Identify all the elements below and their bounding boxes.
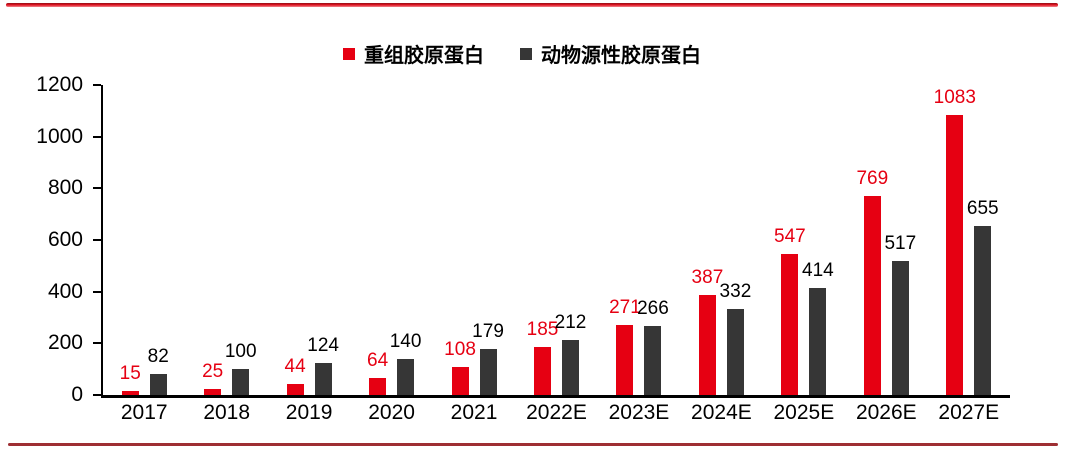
- value-label-recombinant: 64: [367, 350, 389, 372]
- bar-animal-collagen: [726, 309, 744, 395]
- x-axis-label: 2017: [120, 401, 168, 424]
- y-axis-tick-mark: [93, 394, 101, 396]
- y-axis-line: [101, 85, 103, 395]
- bar-animal-collagen: [974, 225, 992, 395]
- value-label-recombinant: 108: [444, 339, 476, 361]
- chart-legend: 重组胶原蛋白 动物源性胶原蛋白: [0, 39, 1062, 68]
- bar-animal-collagen: [479, 348, 497, 395]
- value-label-animal: 212: [554, 312, 587, 334]
- value-label-recombinant: 15: [119, 363, 141, 385]
- value-label-recombinant: 387: [691, 267, 724, 289]
- value-label-animal: 140: [389, 330, 422, 352]
- value-label-animal: 266: [637, 298, 669, 320]
- x-axis-label: 2023E: [608, 401, 670, 424]
- x-axis-label: 2018: [203, 401, 251, 424]
- value-label-animal: 100: [224, 341, 257, 363]
- legend-swatch-red-icon: [343, 47, 355, 60]
- bar-recombinant-collagen: [286, 383, 304, 395]
- bar-recombinant-collagen: [369, 378, 387, 395]
- x-axis-label: 2022E: [526, 401, 587, 424]
- bar-animal-collagen: [891, 261, 909, 395]
- x-axis-label: 2024E: [691, 401, 752, 424]
- y-axis-tick-mark: [93, 290, 101, 293]
- top-divider-line: [6, 3, 1058, 7]
- bar-recombinant-collagen: [863, 196, 881, 395]
- value-label-recombinant: 185: [526, 319, 559, 341]
- y-axis-tick-label: 800: [47, 176, 83, 200]
- legend-label-animal-collagen: 动物源性胶原蛋白: [541, 45, 701, 67]
- x-axis-label: 2021: [450, 401, 498, 424]
- x-axis-label: 2025E: [773, 401, 835, 424]
- value-label-animal: 332: [719, 281, 752, 303]
- bar-animal-collagen: [562, 340, 579, 395]
- legend-item-animal-collagen: 动物源性胶原蛋白: [520, 39, 701, 68]
- value-label-recombinant: 271: [609, 297, 641, 318]
- value-label-recombinant: 769: [856, 168, 889, 190]
- value-label-animal: 82: [147, 345, 169, 367]
- bar-recombinant-collagen: [204, 388, 222, 395]
- y-axis-tick-mark: [93, 239, 101, 241]
- y-axis-tick-mark: [93, 342, 101, 345]
- x-axis-label: 2019: [285, 401, 333, 424]
- y-axis-tick-label: 400: [47, 279, 83, 303]
- value-label-animal: 414: [802, 260, 834, 282]
- x-axis-label: 2026E: [855, 401, 917, 424]
- bottom-divider-line: [8, 443, 1058, 446]
- value-label-recombinant: 547: [774, 225, 806, 247]
- value-label-animal: 179: [472, 320, 504, 342]
- y-axis-tick-mark: [93, 187, 101, 190]
- value-label-recombinant: 25: [202, 360, 224, 382]
- bar-recombinant-collagen: [616, 325, 634, 395]
- y-axis-tick-label: 600: [47, 228, 83, 251]
- bar-recombinant-collagen: [781, 253, 799, 395]
- value-label-recombinant: 1083: [933, 87, 976, 109]
- y-axis-tick-label: 200: [47, 331, 83, 355]
- y-axis-tick-label: 1000: [36, 124, 83, 148]
- bar-recombinant-collagen: [534, 347, 551, 395]
- y-axis-tick-label: 0: [71, 383, 83, 406]
- legend-label-recombinant-collagen: 重组胶原蛋白: [364, 45, 484, 67]
- bar-recombinant-collagen: [698, 295, 716, 395]
- bar-recombinant-collagen: [946, 115, 964, 395]
- bar-animal-collagen: [314, 362, 332, 395]
- value-label-recombinant: 44: [284, 355, 306, 377]
- value-label-animal: 517: [884, 233, 917, 255]
- bar-recombinant-collagen: [121, 391, 139, 395]
- value-label-animal: 655: [966, 197, 999, 219]
- y-axis-tick-mark: [93, 84, 101, 86]
- bar-chart-plot-area: 0 200 400 600 800 1000 1200 2017 15 82 2018 25 100 20…: [36, 74, 1010, 424]
- bar-animal-collagen: [809, 288, 827, 395]
- bar-recombinant-collagen: [451, 367, 469, 395]
- y-axis-tick-label: 1200: [36, 73, 83, 96]
- y-axis-tick-mark: [93, 135, 101, 138]
- value-label-animal: 124: [307, 334, 339, 356]
- x-axis-line: [101, 395, 1010, 398]
- bar-animal-collagen: [149, 373, 167, 395]
- bar-animal-collagen: [397, 358, 415, 395]
- bar-animal-collagen: [232, 369, 250, 395]
- x-axis-label: 2020: [368, 401, 415, 424]
- bar-animal-collagen: [644, 326, 662, 395]
- legend-item-recombinant-collagen: 重组胶原蛋白: [343, 39, 484, 68]
- legend-swatch-dark-icon: [520, 47, 532, 60]
- x-axis-label: 2027E: [938, 401, 1000, 424]
